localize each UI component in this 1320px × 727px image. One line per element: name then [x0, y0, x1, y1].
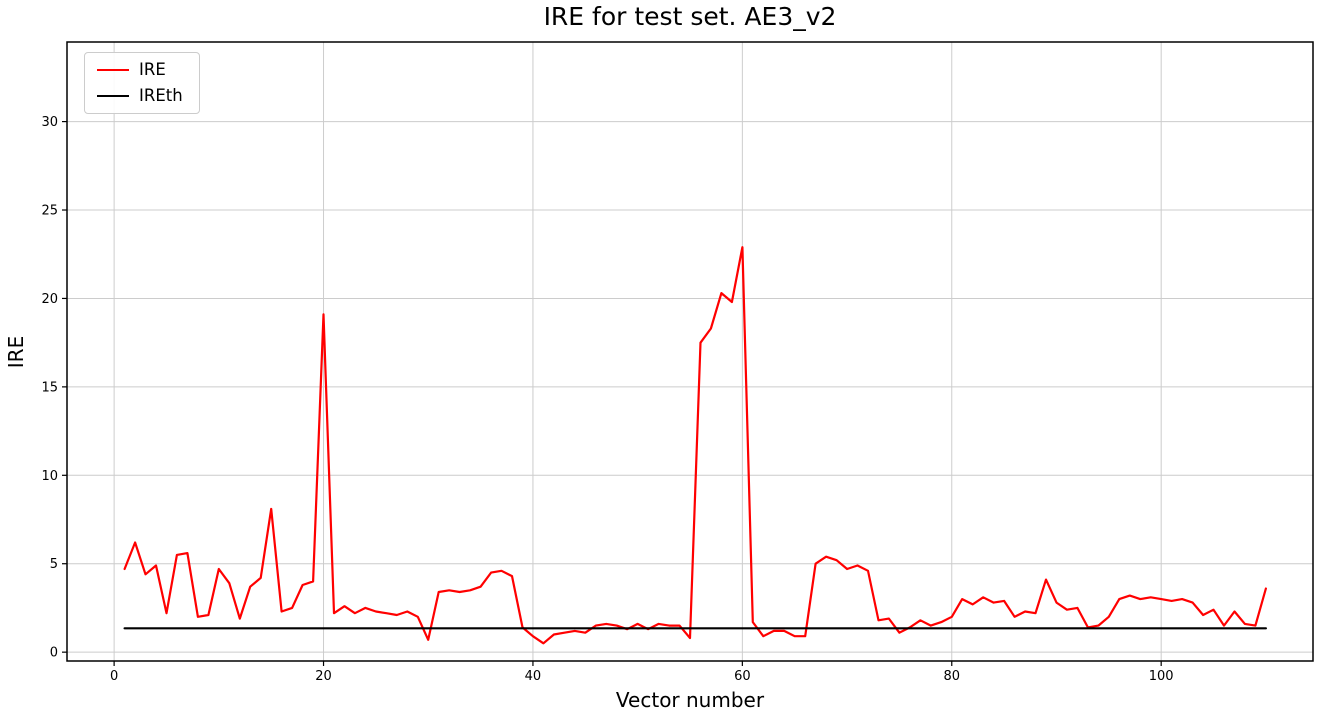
- x-tick-label: 100: [1149, 669, 1174, 684]
- y-tick-label: 0: [50, 646, 58, 661]
- legend: IRE IREth: [84, 52, 200, 114]
- ireth-line-sample: [97, 94, 129, 97]
- plot-border: [66, 41, 1314, 662]
- ire-line-sample: [97, 69, 129, 72]
- legend-label-ire: IRE: [139, 60, 166, 79]
- y-tick-label: 20: [41, 292, 58, 307]
- y-tick-label: 5: [50, 557, 58, 572]
- x-tick-label: 60: [734, 669, 751, 684]
- y-tick-label: 15: [41, 380, 58, 395]
- chart-title: IRE for test set. AE3_v2: [543, 2, 837, 31]
- x-tick-label: 80: [943, 669, 960, 684]
- x-tick-label: 20: [315, 669, 332, 684]
- y-tick-label: 25: [41, 204, 58, 219]
- y-tick-label: 10: [41, 469, 58, 484]
- legend-item-ireth: IREth: [97, 85, 183, 105]
- legend-label-ireth: IREth: [139, 85, 183, 105]
- x-tick-label: 0: [110, 669, 118, 684]
- y-axis-label: IRE: [4, 335, 28, 369]
- ire-line: [123, 246, 1268, 645]
- x-tick-label: 40: [525, 669, 542, 684]
- x-axis-label: Vector number: [615, 688, 765, 712]
- plot-area: [67, 42, 1313, 661]
- legend-item-ire: IRE: [97, 60, 183, 79]
- y-tick-label: 30: [41, 115, 58, 130]
